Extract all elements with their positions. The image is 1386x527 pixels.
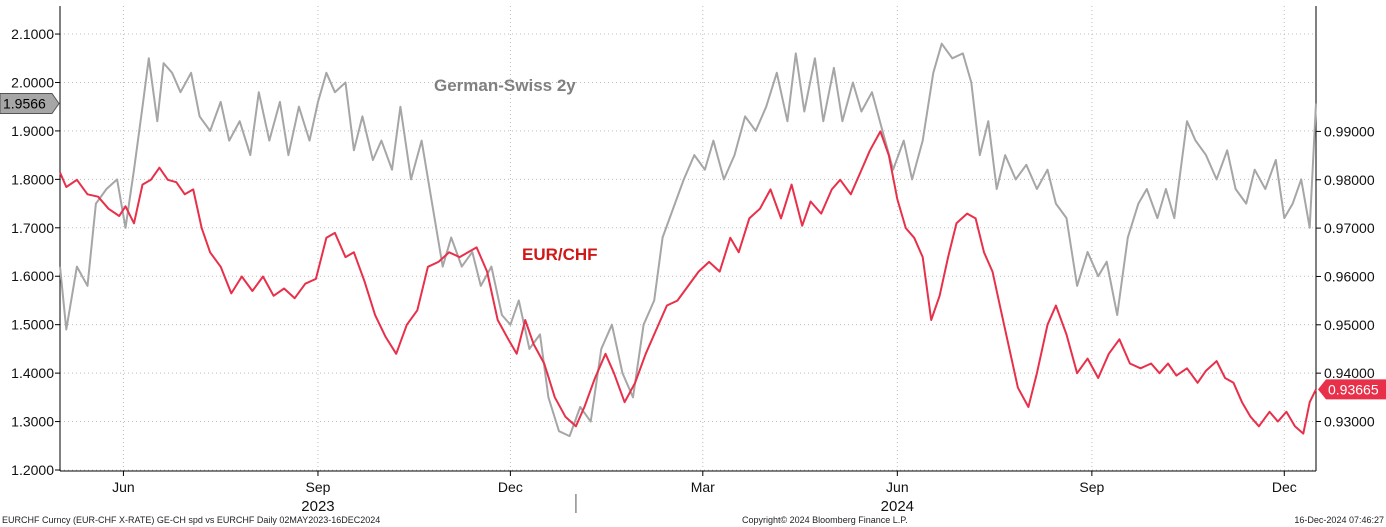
series-lines <box>59 42 1317 438</box>
right-tick-label: 0.96000 <box>1324 268 1375 284</box>
right-tick-label: 0.98000 <box>1324 172 1375 188</box>
last-value-badge-eur-chf <box>1318 379 1386 400</box>
left-tick-label: 1.8000 <box>11 171 54 187</box>
x-tick-label: Mar <box>691 479 715 495</box>
last-value-label-german-swiss-2y: 1.9566 <box>3 96 46 112</box>
left-tick-label: 1.3000 <box>11 414 54 430</box>
year-label: 2023 <box>301 498 334 515</box>
year-label: 2024 <box>881 498 914 515</box>
left-tick-label: 2.0000 <box>11 74 54 90</box>
x-axis: Jun Sep Dec Mar Jun Sep Dec 2023 2024 <box>60 470 1316 515</box>
left-tick-label: 1.5000 <box>11 317 54 333</box>
footer-copyright: Copyright© 2024 Bloomberg Finance L.P. <box>742 515 908 525</box>
x-tick-label: Sep <box>1079 479 1104 495</box>
series-line-eur-chf <box>59 130 1317 435</box>
x-tick-label: Sep <box>306 479 331 495</box>
left-tick-label: 1.7000 <box>11 220 54 236</box>
left-tick-label: 1.4000 <box>11 365 54 381</box>
last-value-badges: 1.9566 0.93665 <box>0 93 1386 400</box>
left-axis: 1.2000 1.3000 1.4000 1.5000 1.6000 1.7000 1.80… <box>11 6 61 478</box>
left-tick-label: 1.6000 <box>11 268 54 284</box>
left-tick-label: 2.1000 <box>11 26 54 42</box>
right-tick-label: 0.97000 <box>1324 220 1375 236</box>
right-tick-label: 0.99000 <box>1324 123 1375 139</box>
left-tick-label: 1.9000 <box>11 123 54 139</box>
right-tick-label: 0.93000 <box>1324 414 1375 430</box>
series-labels: German-Swiss 2y EUR/CHF <box>434 76 598 264</box>
last-value-label-eur-chf: 0.93665 <box>1328 381 1379 397</box>
left-tick-label: 1.2000 <box>11 462 54 478</box>
series-label-german-swiss-2y: German-Swiss 2y <box>434 76 576 95</box>
last-value-badge-german-swiss-2y <box>0 93 60 115</box>
footer-source: EURCHF Curncy (EUR-CHF X-RATE) GE-CH spd… <box>2 515 380 525</box>
series-label-eur-chf: EUR/CHF <box>522 245 598 264</box>
x-tick-label: Jun <box>886 479 909 495</box>
series-line-german-swiss-2y <box>59 42 1317 438</box>
footer-timestamp: 16-Dec-2024 07:46:27 <box>1294 515 1384 525</box>
x-tick-label: Jun <box>112 479 135 495</box>
right-tick-label: 0.94000 <box>1324 365 1375 381</box>
footer: EURCHF Curncy (EUR-CHF X-RATE) GE-CH spd… <box>2 515 1384 525</box>
gridlines <box>60 6 1316 471</box>
right-axis: 0.93000 0.94000 0.95000 0.96000 0.97000 0.980… <box>1315 6 1375 471</box>
x-tick-label: Dec <box>1272 479 1297 495</box>
right-tick-label: 0.95000 <box>1324 317 1375 333</box>
x-tick-label: Dec <box>498 479 523 495</box>
